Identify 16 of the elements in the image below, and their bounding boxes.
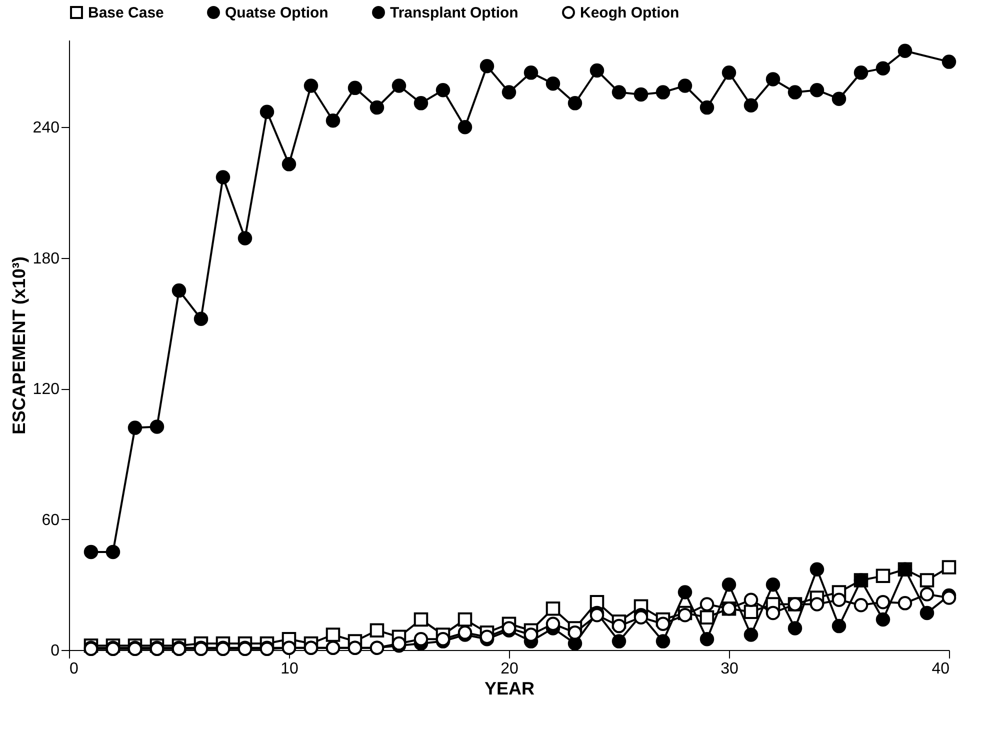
x-tick-label: 0 [70,660,78,678]
legend-label: Transplant Option [390,4,518,22]
legend-label: Quatse Option [225,4,328,22]
x-axis-title: YEAR [484,678,535,698]
y-tick-label: 240 [32,120,60,137]
x-tick-label: 40 [932,660,950,678]
x-tick-label: 20 [500,660,518,678]
legend-label: Base Case [88,4,164,22]
x-tick-label: 30 [720,660,738,678]
y-tick-label: 0 [50,642,60,660]
legend-label: Keogh Option [580,4,680,22]
x-tick-label: 10 [280,660,298,678]
y-tick-label: 60 [42,512,60,529]
y-tick-label: 120 [32,381,60,398]
y-tick-label: 180 [32,250,60,268]
y-axis-title: ESCAPEMENT (x10³) [8,256,29,435]
